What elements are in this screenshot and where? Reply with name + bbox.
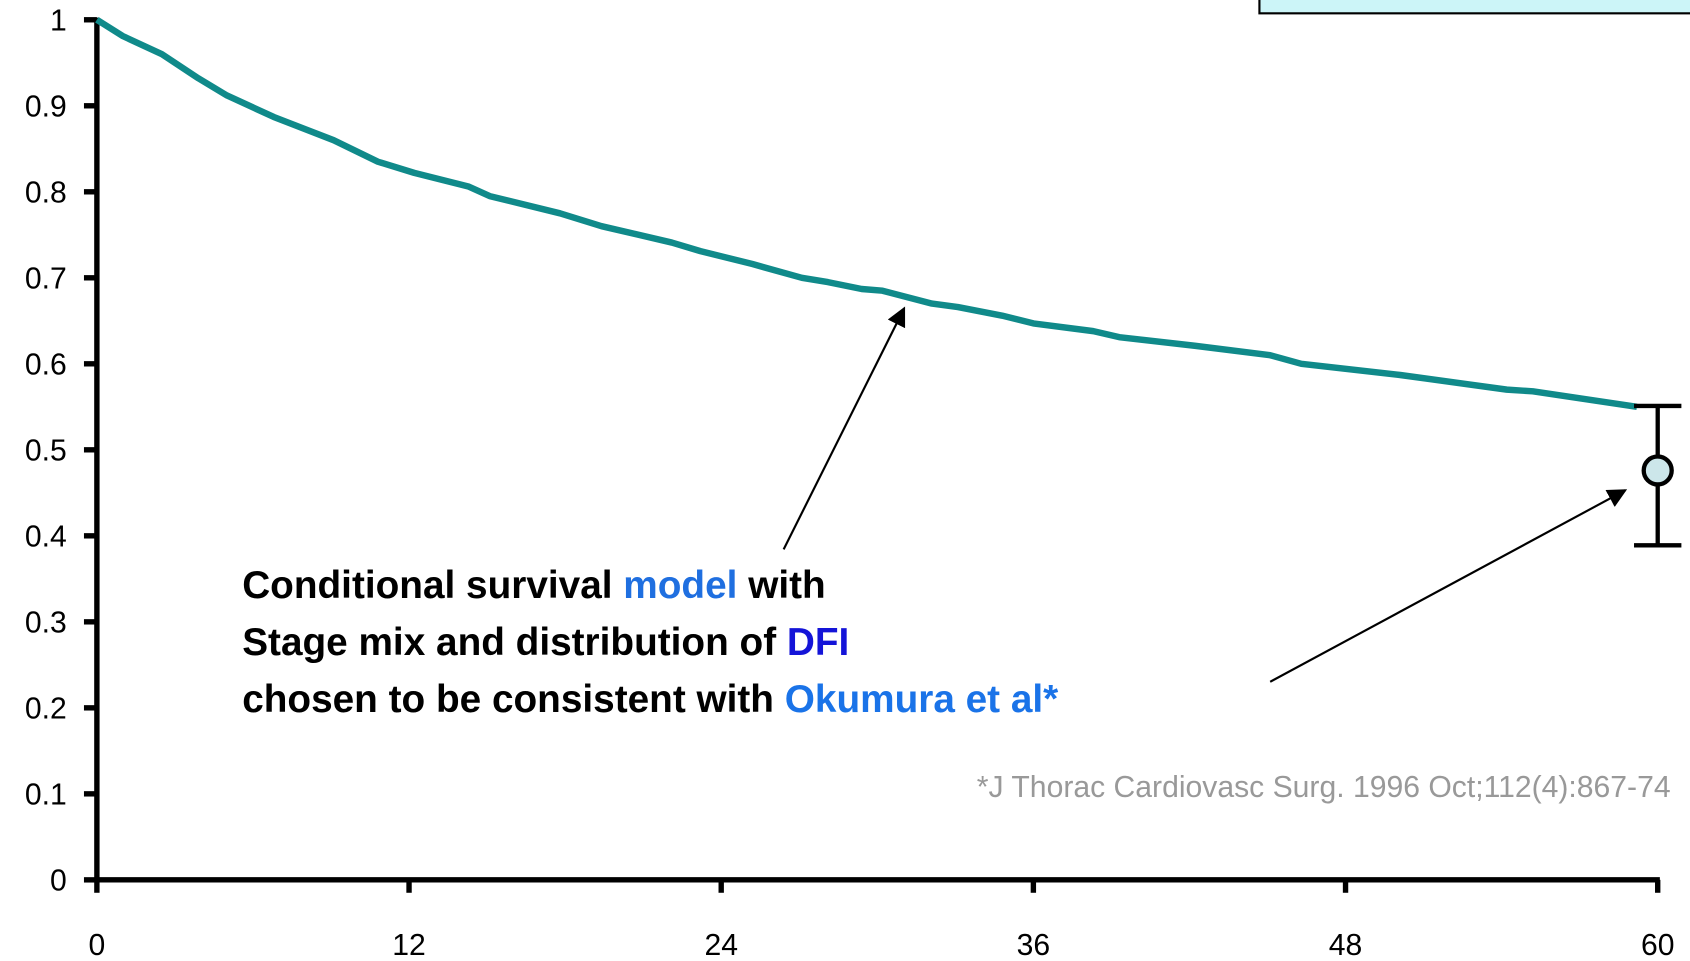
annotation-text: with [737,564,825,607]
annotation-text: model [623,564,737,607]
annotation-text: chosen to be consistent with [242,678,785,721]
y-tick-label: 0.9 [25,91,67,124]
citation: *J Thorac Cardiovasc Surg. 1996 Oct;112(… [977,771,1671,804]
x-tick-label: 60 [1641,929,1675,961]
annotation-text: Okumura et al* [785,678,1059,721]
arrow [1269,489,1628,683]
arrow [782,306,906,550]
y-tick-label: 0.1 [25,779,67,812]
annotation-text: DFI [787,621,849,664]
y-tick-label: 1 [50,5,67,38]
y-tick-label: 0.5 [25,435,67,468]
x-tick-label: 0 [88,929,105,961]
legend-box-fragment [1258,0,1690,15]
annotation: Conditional survival model with Stage mix… [242,564,1059,721]
y-tick-label: 0.3 [25,607,67,640]
y-tick-label: 0.7 [25,263,67,296]
x-tick-label: 48 [1329,929,1363,961]
x-tick-label: 36 [1017,929,1051,961]
y-tick-label: 0.6 [25,349,67,382]
survival-line [95,17,1638,411]
y-tick-label: 0.8 [25,177,67,210]
point [1641,454,1674,487]
x-tick-label: 12 [392,929,426,961]
y-tick-label: 0.4 [25,521,67,554]
x-tick-label: 24 [704,929,738,961]
y-tick-label: 0 [50,865,67,898]
annotation-text: Stage mix and distribution of [242,621,787,664]
y-tick-label: 0.2 [25,693,67,726]
annotation-text: Conditional survival [242,564,623,607]
